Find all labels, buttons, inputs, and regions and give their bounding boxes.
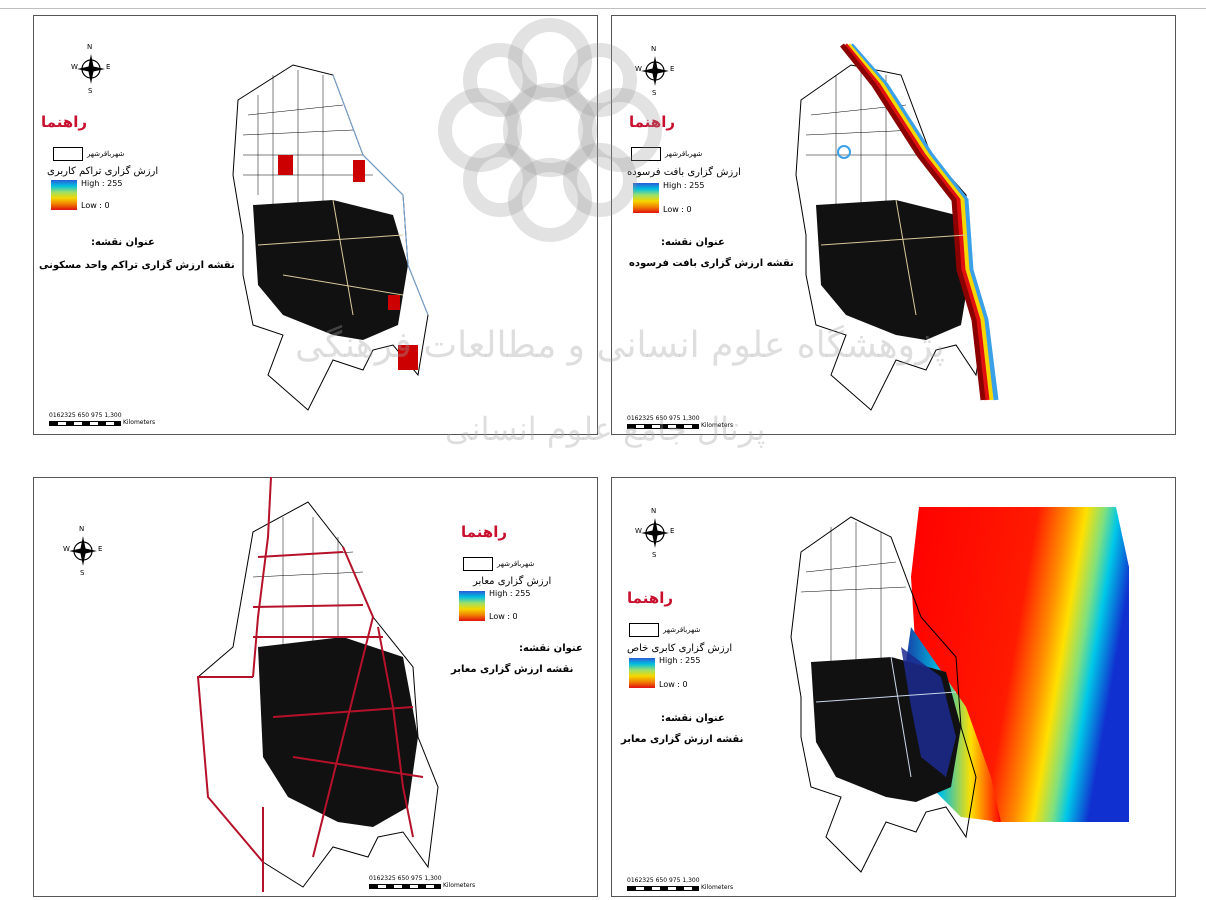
legend-boundary-row: شهرباقرشهر [629,623,700,637]
scale-bar-graphic [369,884,441,889]
scale-bar-graphic [627,886,699,891]
boundary-label: شهرباقرشهر [665,150,703,158]
south-label: S [652,89,657,97]
map-canvas [232,64,429,411]
layer-name: ارزش گزاری کابری خاص [627,643,733,654]
color-ramp [459,591,485,621]
map-panel-2: N W E S راهنما شهرباقرشهر ارزش گزاری باف… [611,15,1176,435]
legend-title: راهنما [627,589,673,607]
ramp-low-label: Low : 0 [659,680,688,689]
west-label: W [63,545,70,553]
boundary-label: شهرباقرشهر [87,150,125,158]
legend-title: راهنما [41,113,87,131]
boundary-label: شهرباقرشهر [663,626,701,634]
north-arrow: N W E S [635,45,675,97]
layer-name: ارزش گزاری بافت فرسوده [627,167,741,178]
scale-numbers: 0162325 650 975 1,300 [627,877,700,884]
scale-numbers: 0162325 650 975 1,300 [627,415,700,422]
south-label: S [80,569,85,577]
ramp-low-label: Low : 0 [663,205,692,214]
boundary-swatch [629,623,659,637]
compass-rose-icon [641,56,669,86]
scale-bar: 0162325 650 975 1,300 Kilometers [627,415,747,433]
scale-bar-graphic [49,421,121,426]
north-arrow: N W E S [71,43,111,95]
map-title: نقشه ارزش گزاری بافت فرسوده [629,258,794,269]
ramp-high-label: High : 255 [81,179,123,188]
layer-name: ارزش گزاری تراکم کاربری [47,166,159,177]
color-ramp [633,183,659,213]
compass-rose-icon [69,536,97,566]
scale-bar-graphic [627,424,699,429]
map-canvas [795,43,999,411]
map-title-label: عنوان نقشه: [519,643,583,654]
east-label: E [670,65,675,73]
north-label: N [87,43,93,51]
scale-bar: 0162325 650 975 1,300 Kilometers [627,877,747,895]
east-label: E [106,63,111,71]
map-title-label: عنوان نقشه: [91,237,155,248]
legend-boundary-row: شهرباقرشهر [53,147,124,161]
map-title-label: عنوان نقشه: [661,713,725,724]
east-label: E [98,545,103,553]
map-panel-1: N W E S راهنما شهرباقرشهر ارزش گزاری ترا… [33,15,598,435]
south-label: S [88,87,93,95]
map-title-label: عنوان نقشه: [661,237,725,248]
scale-unit: Kilometers [701,422,734,429]
color-ramp [51,180,77,210]
layer-name: ارزش گزاری معابر [473,576,552,587]
ramp-high-label: High : 255 [659,656,701,665]
scale-numbers: 0162325 650 975 1,300 [49,412,122,419]
north-label: N [79,525,85,533]
ramp-low-label: Low : 0 [81,201,110,210]
legend-boundary-row: شهرباقرشهر [463,557,534,571]
legend-title: راهنما [629,113,675,131]
scale-unit: Kilometers [123,419,156,426]
map-panel-3: N W E S راهنما شهرباقرشهر ارزش گزاری معا… [33,477,598,897]
boundary-swatch [53,147,83,161]
boundary-swatch [631,147,661,161]
south-label: S [652,551,657,559]
map-title: نقشه ارزش گزاری معابر [621,734,744,745]
west-label: W [635,527,642,535]
scale-bar: 0162325 650 975 1,300 Kilometers [49,412,169,430]
legend-boundary-row: شهرباقرشهر [631,147,702,161]
west-label: W [71,63,78,71]
north-label: N [651,507,657,515]
scale-unit: Kilometers [443,882,476,889]
ramp-low-label: Low : 0 [489,612,518,621]
north-label: N [651,45,657,53]
compass-rose-icon [77,54,105,84]
boundary-label: شهرباقرشهر [497,560,535,568]
map-canvas [196,477,439,892]
north-arrow: N W E S [635,507,675,559]
map-title: نقشه ارزش گزاری معابر [451,664,574,675]
scale-unit: Kilometers [701,884,734,891]
east-label: E [670,527,675,535]
color-ramp [629,658,655,688]
map-panel-4: N W E S راهنما شهرباقرشهر ارزش گزاری کاب… [611,477,1176,897]
compass-rose-icon [641,518,669,548]
west-label: W [635,65,642,73]
legend-title: راهنما [461,523,507,541]
page-top-rule [0,8,1206,9]
map-canvas [790,507,1129,873]
scale-bar: 0162325 650 975 1,300 Kilometers [369,875,489,893]
ramp-high-label: High : 255 [489,589,531,598]
boundary-swatch [463,557,493,571]
map-title: نقشه ارزش گزاری تراکم واحد مسکونی [39,260,235,271]
scale-numbers: 0162325 650 975 1,300 [369,875,442,882]
ramp-high-label: High : 255 [663,181,705,190]
north-arrow: N W E S [63,525,103,577]
